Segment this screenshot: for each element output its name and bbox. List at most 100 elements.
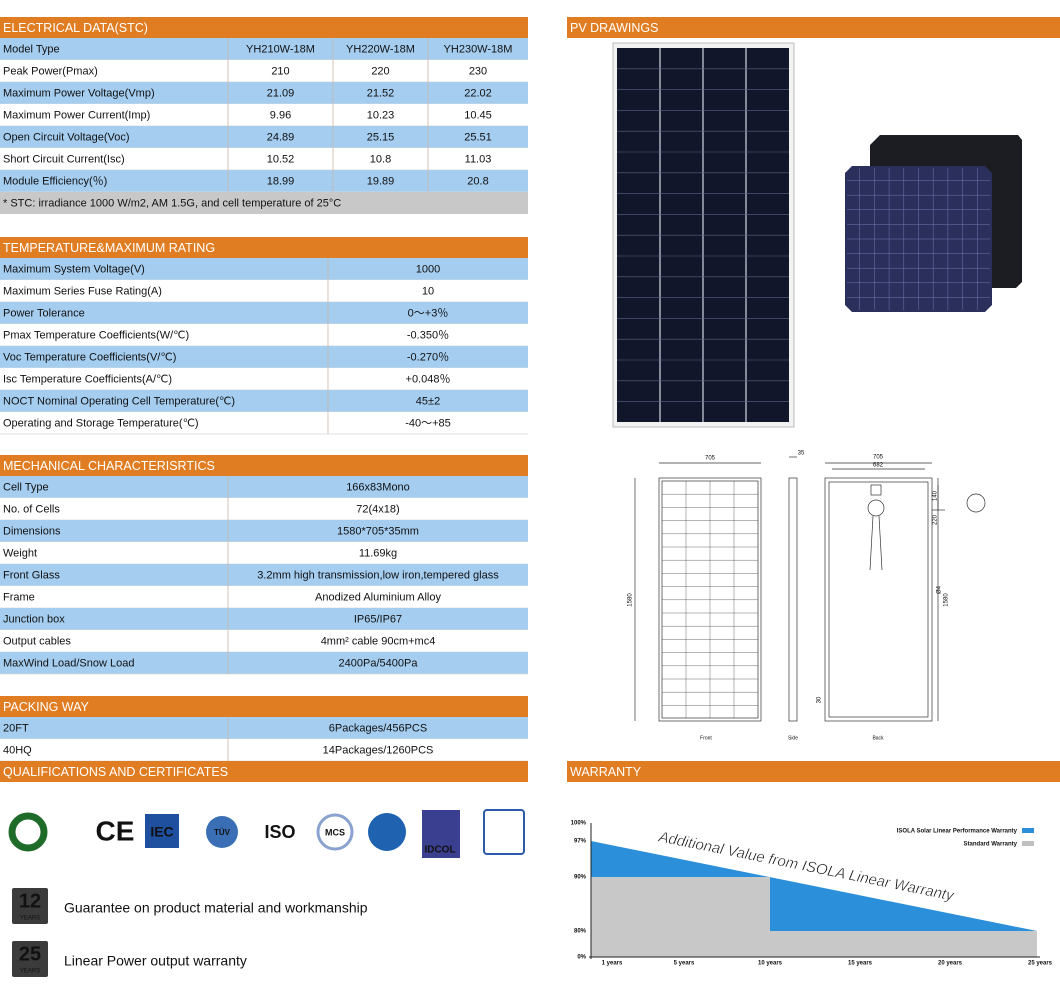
table-row [0, 586, 528, 608]
note-row [0, 192, 528, 214]
dimension-label: 1580 [628, 593, 634, 607]
warranty-y-label: 90% [574, 875, 587, 881]
cell-value: IP65/IP67 [354, 613, 402, 625]
cell-value: 6Packages/456PCS [329, 722, 427, 734]
section-header [567, 761, 1060, 782]
cell-label: Cell Type [3, 481, 49, 493]
cell-label: Model Type [3, 43, 60, 55]
warranty-x-label: 20 years [938, 961, 963, 967]
cell-value: 0～+3％ [408, 307, 449, 319]
view-label: Back [872, 735, 884, 741]
legend-label: Standard Warranty [964, 842, 1018, 848]
legend-label: ISOLA Solar Linear Performance Warranty [897, 829, 1018, 835]
guarantee-unit: YEARS [20, 969, 40, 975]
section-title: TEMPERATURE&MAXIMUM RATING [3, 241, 215, 255]
dimension-label: 705 [873, 455, 884, 461]
warranty-y-label: 97% [574, 839, 587, 845]
warranty-x-label: 5 years [674, 961, 695, 967]
cell-value: 14Packages/1260PCS [323, 744, 434, 756]
cell-value: 230 [469, 65, 487, 77]
cell-label: Front Glass [3, 569, 60, 581]
table-row [0, 346, 528, 368]
cell-label: Short Circuit Current(Isc) [3, 153, 125, 165]
panel-image [612, 42, 795, 428]
table-row [0, 38, 528, 60]
cell-label: Maximum Series Fuse Rating(A) [3, 285, 162, 297]
logo-ring [8, 812, 48, 852]
cell-value: 210 [271, 65, 289, 77]
section-header [0, 237, 528, 258]
cell-value: 220 [371, 65, 389, 77]
table-row [0, 498, 528, 520]
guarantee-icon [12, 941, 48, 977]
warranty-y-label: 80% [574, 929, 587, 935]
logo-text: CE [96, 815, 135, 846]
table-row [0, 104, 528, 126]
dimension-label: 1580 [944, 593, 950, 607]
table-row [0, 324, 528, 346]
logo-circle [368, 813, 406, 851]
logo-text: IDCOL [424, 845, 455, 856]
cell-value: 22.02 [464, 87, 492, 99]
dimension-label: 30 [817, 696, 823, 703]
guarantee-years: 25 [19, 943, 41, 965]
cell-value: 10.45 [464, 109, 492, 121]
section-header [0, 455, 528, 476]
table-row [0, 564, 528, 586]
cell-label: Maximum System Voltage(V) [3, 263, 145, 275]
guarantee-text: Linear Power output warranty [64, 953, 247, 969]
cell-value: 166x83Mono [346, 481, 410, 493]
cell-value: 11.03 [465, 153, 492, 165]
cell-value: 19.89 [367, 175, 395, 187]
section-title: WARRANTY [570, 765, 642, 779]
section-title: MECHANICAL CHARACTERISRTICS [3, 459, 215, 473]
view-label: Front [700, 735, 712, 741]
table-row [0, 630, 528, 652]
section-title: QUALIFICATIONS AND CERTIFICATES [3, 765, 228, 779]
warranty-x-label: 25 years [1028, 961, 1053, 967]
table-row [0, 60, 528, 82]
dimension-label: Ø4 [937, 585, 943, 594]
cell-value: 21.52 [367, 87, 395, 99]
cell-label: Pmax Temperature Coefficients(W/℃) [3, 329, 189, 341]
cell-value: 10.8 [370, 153, 391, 165]
cell-label: MaxWind Load/Snow Load [3, 657, 134, 669]
cell-value: 25.15 [367, 131, 395, 143]
logo-text: MCS [325, 827, 345, 837]
cell-label: Junction box [3, 613, 65, 625]
cell-label: Open Circuit Voltage(Voc) [3, 131, 130, 143]
cell-value: 21.09 [267, 87, 295, 99]
cell-value: 24.89 [267, 131, 295, 143]
logo-circle [316, 813, 354, 851]
cell-value: 25.51 [464, 131, 492, 143]
table-row [0, 652, 528, 674]
table-row [0, 608, 528, 630]
logo-text: TÜV [214, 828, 231, 837]
cell-value: 3.2mm high transmission,low iron,tempere… [257, 569, 499, 581]
guarantee-icon [12, 888, 48, 924]
dimension-label: 682 [873, 463, 884, 469]
cell-label: Module Efficiency(％) [3, 175, 107, 187]
dimension-label: 35 [798, 451, 805, 457]
guarantee-unit: YEARS [20, 916, 40, 922]
cell-label: Maximum Power Voltage(Vmp) [3, 87, 155, 99]
cell-label: Voc Temperature Coefficients(V/℃) [3, 351, 176, 363]
cell-value: 11.69kg [359, 547, 397, 559]
table-row [0, 412, 528, 434]
section-title: PV DRAWINGS [570, 21, 658, 35]
cell-label: NOCT Nominal Operating Cell Temperature(… [3, 395, 235, 407]
table-row [0, 739, 528, 761]
cell-label: Peak Power(Pmax) [3, 65, 98, 77]
section-header [567, 17, 1060, 38]
table-row [0, 126, 528, 148]
cell-value: -0.270％ [407, 351, 449, 363]
warranty-x-label: 10 years [758, 961, 783, 967]
table-row [0, 542, 528, 564]
warranty-x-label: 15 years [848, 961, 873, 967]
warranty-y-label: 0% [577, 955, 586, 961]
cell-value: 18.99 [267, 175, 295, 187]
table-row [0, 170, 528, 192]
cell-value: 4mm² cable 90cm+mc4 [321, 635, 436, 647]
cell-value: 45±2 [416, 395, 440, 407]
